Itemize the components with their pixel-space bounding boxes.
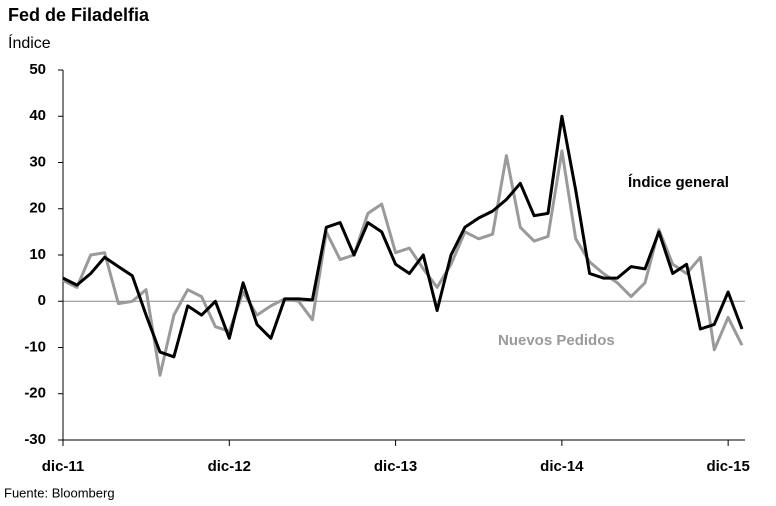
y-tick-label: 50: [29, 61, 46, 78]
y-tick-label: 40: [29, 107, 46, 124]
chart-title: Fed de Filadelfia: [8, 5, 150, 25]
y-tick-label: 20: [29, 200, 46, 217]
y-tick-label: 30: [29, 153, 46, 170]
x-tick-label: dic-11: [42, 458, 85, 475]
y-axis-label: Índice: [8, 33, 51, 52]
x-tick-label: dic-13: [374, 458, 417, 475]
y-tick-label: -10: [24, 338, 46, 355]
x-tick-label: dic-12: [208, 458, 251, 475]
y-tick-label: -30: [24, 431, 46, 448]
y-tick-label: 0: [38, 292, 46, 309]
series-label: Índice general: [628, 174, 729, 191]
x-tick-label: dic-14: [540, 458, 584, 475]
y-tick-label: 10: [29, 246, 46, 263]
series-line: [62, 149, 744, 377]
series-line: [62, 114, 744, 359]
series-label: Nuevos Pedidos: [498, 332, 615, 349]
x-tick-label: dic-15: [706, 458, 749, 475]
y-tick-label: -20: [24, 385, 46, 402]
source: Fuente: Bloomberg: [4, 485, 115, 500]
